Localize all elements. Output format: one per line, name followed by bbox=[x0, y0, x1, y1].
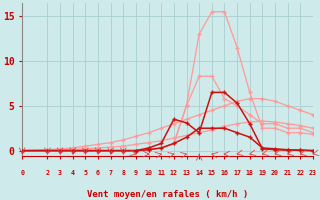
X-axis label: Vent moyen/en rafales ( km/h ): Vent moyen/en rafales ( km/h ) bbox=[87, 190, 248, 199]
